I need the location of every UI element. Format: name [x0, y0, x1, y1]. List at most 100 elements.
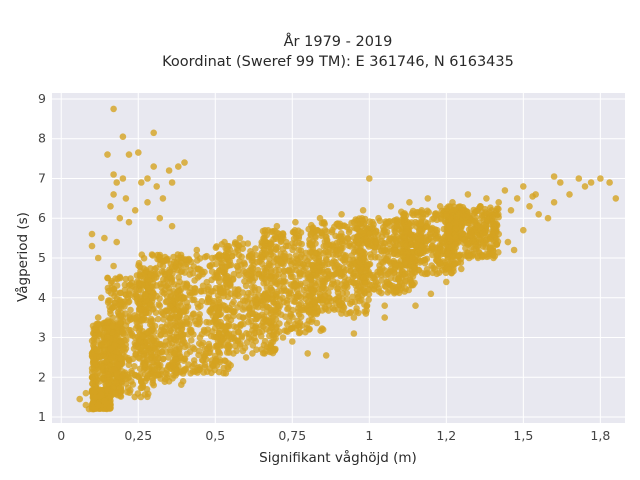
- data-point: [175, 254, 182, 262]
- data-point: [239, 245, 246, 252]
- data-point: [104, 334, 111, 341]
- data-point: [238, 332, 245, 340]
- data-point: [138, 378, 145, 385]
- data-point: [153, 362, 160, 369]
- data-point: [113, 238, 120, 246]
- data-point: [335, 298, 342, 306]
- data-point: [162, 369, 169, 377]
- data-point: [230, 270, 238, 278]
- data-point: [474, 253, 482, 260]
- data-point: [338, 211, 345, 218]
- data-point: [245, 305, 253, 312]
- data-point: [221, 238, 228, 246]
- data-point: [463, 239, 470, 246]
- data-point: [252, 298, 259, 306]
- data-point: [135, 149, 142, 156]
- data-point: [141, 391, 149, 398]
- data-point: [158, 308, 165, 316]
- data-point: [91, 393, 99, 401]
- data-point: [304, 274, 312, 282]
- data-point: [343, 289, 351, 297]
- y-tick-label: 5: [38, 250, 46, 265]
- data-point: [285, 318, 293, 325]
- data-point: [272, 325, 280, 332]
- data-point: [320, 296, 327, 304]
- data-point: [245, 318, 252, 326]
- data-point: [171, 350, 179, 357]
- data-point: [401, 279, 409, 286]
- data-point: [336, 223, 344, 231]
- data-point: [354, 272, 362, 279]
- data-point: [152, 346, 159, 354]
- data-point: [513, 195, 521, 202]
- data-point: [526, 203, 533, 210]
- data-point: [125, 298, 133, 305]
- data-point: [481, 228, 489, 236]
- data-point: [144, 199, 151, 206]
- data-point: [197, 302, 204, 310]
- data-point: [248, 250, 256, 258]
- data-point: [490, 254, 497, 262]
- data-point: [227, 290, 234, 298]
- data-point: [204, 326, 212, 333]
- data-point: [176, 278, 183, 286]
- data-point: [216, 285, 224, 293]
- data-point: [279, 278, 287, 286]
- data-point: [206, 263, 214, 270]
- data-point: [196, 316, 203, 323]
- data-point: [218, 268, 225, 276]
- data-point: [195, 347, 203, 355]
- data-point: [280, 273, 287, 280]
- data-point: [154, 315, 162, 323]
- data-point: [282, 242, 290, 250]
- data-point: [117, 319, 125, 327]
- data-point: [150, 163, 157, 170]
- data-point: [282, 253, 289, 260]
- x-tick-label: 1: [365, 428, 373, 443]
- data-point: [349, 293, 356, 301]
- data-point: [331, 306, 338, 313]
- data-point: [445, 228, 453, 236]
- data-point: [392, 237, 400, 244]
- data-point: [230, 330, 238, 337]
- data-point: [322, 305, 330, 313]
- data-point: [398, 248, 406, 255]
- data-point: [121, 281, 129, 289]
- data-point: [550, 173, 558, 180]
- data-point: [452, 234, 459, 242]
- data-point: [300, 286, 308, 294]
- data-point: [186, 289, 193, 296]
- data-point: [104, 371, 112, 378]
- data-point: [206, 365, 213, 372]
- data-point: [224, 306, 231, 314]
- data-point: [304, 298, 312, 306]
- data-point: [489, 229, 497, 236]
- data-point: [287, 325, 295, 333]
- data-point: [258, 328, 266, 335]
- data-point: [437, 260, 444, 267]
- data-point: [421, 270, 429, 278]
- data-point: [267, 251, 275, 258]
- data-point: [487, 236, 494, 243]
- data-point: [412, 302, 419, 310]
- data-point: [149, 252, 157, 259]
- y-tick-label: 3: [38, 330, 46, 345]
- data-point: [335, 293, 342, 300]
- data-point: [150, 129, 157, 137]
- data-point: [298, 322, 305, 329]
- data-point: [350, 218, 358, 226]
- data-point: [306, 293, 314, 300]
- data-point: [280, 267, 288, 274]
- data-point: [266, 332, 273, 340]
- data-point: [144, 175, 151, 182]
- data-point: [520, 226, 527, 234]
- data-point: [269, 349, 277, 357]
- data-point: [189, 296, 196, 304]
- data-point: [273, 330, 281, 337]
- data-point: [339, 240, 346, 247]
- data-point: [307, 230, 315, 238]
- data-point: [208, 254, 216, 262]
- y-tick-label: 1: [38, 409, 46, 424]
- data-point: [152, 309, 160, 317]
- data-point: [187, 370, 194, 377]
